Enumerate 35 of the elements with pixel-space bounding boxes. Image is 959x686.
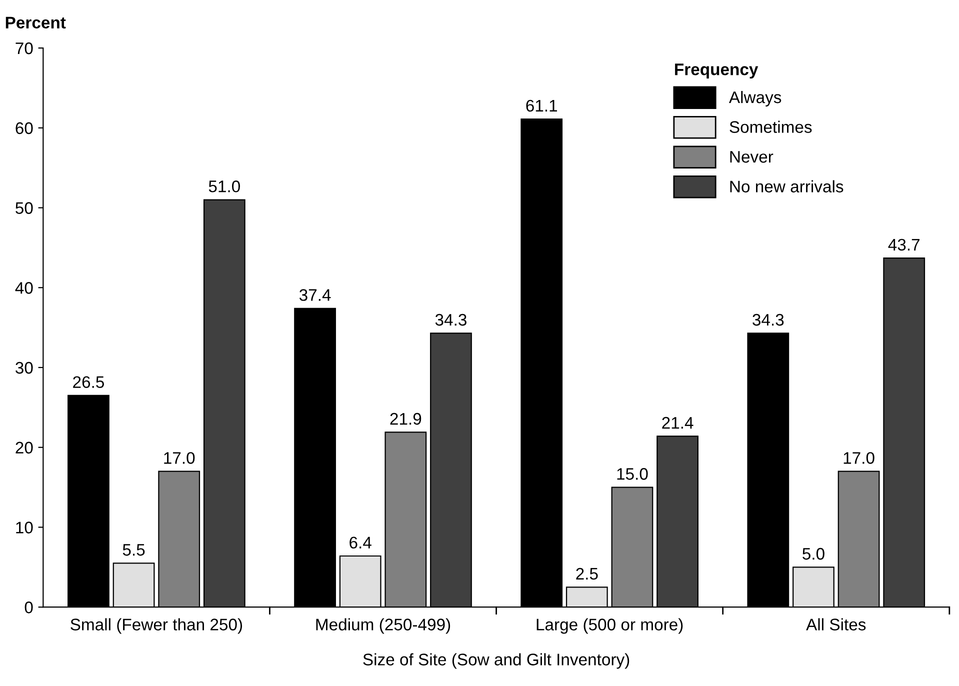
y-tick-label: 20 xyxy=(16,442,33,454)
y-tick-label: 40 xyxy=(15,282,33,294)
data-label: 37.4 xyxy=(299,289,331,301)
x-tick-label: Small (Fewer than 250) xyxy=(70,618,242,634)
x-tick-label: Medium (250-499) xyxy=(316,618,450,634)
x-tick-label: Large (500 or more) xyxy=(536,618,683,634)
data-label: 5.0 xyxy=(802,548,824,560)
y-tick-label: 10 xyxy=(16,522,33,534)
legend-label: Never xyxy=(730,151,774,163)
data-label: 17.0 xyxy=(844,452,874,464)
data-label: 61.1 xyxy=(526,100,558,112)
legend-label: Always xyxy=(728,90,782,107)
legend-title: Frequency xyxy=(675,64,758,79)
data-label: 34.3 xyxy=(435,314,466,326)
x-tick-label: All Sites xyxy=(806,618,866,630)
data-label: 2.5 xyxy=(576,568,598,580)
data-label: 17.0 xyxy=(164,452,195,464)
y-tick-label: 50 xyxy=(16,202,33,214)
legend-label: No new arrivals xyxy=(730,180,844,192)
y-tick-label: 60 xyxy=(16,122,33,134)
data-label: 6.4 xyxy=(350,536,372,549)
legend-label: Sometimes xyxy=(730,120,812,133)
data-label: 21.9 xyxy=(390,412,422,425)
y-tick-label: 0 xyxy=(24,602,33,614)
y-tick-label: 70 xyxy=(16,42,33,54)
data-label: 51.0 xyxy=(208,180,240,192)
y-axis-title: Percent xyxy=(6,16,66,28)
data-label: 43.7 xyxy=(888,238,920,251)
data-label: 5.5 xyxy=(122,544,145,556)
data-label: 34.3 xyxy=(752,314,784,326)
data-label: 15.0 xyxy=(617,468,648,480)
y-tick-label: 30 xyxy=(16,362,33,374)
data-label: 26.5 xyxy=(73,376,104,388)
x-axis-title: Size of Site (Sow and Gilt Inventory) xyxy=(363,653,630,669)
data-label: 21.4 xyxy=(662,416,694,429)
